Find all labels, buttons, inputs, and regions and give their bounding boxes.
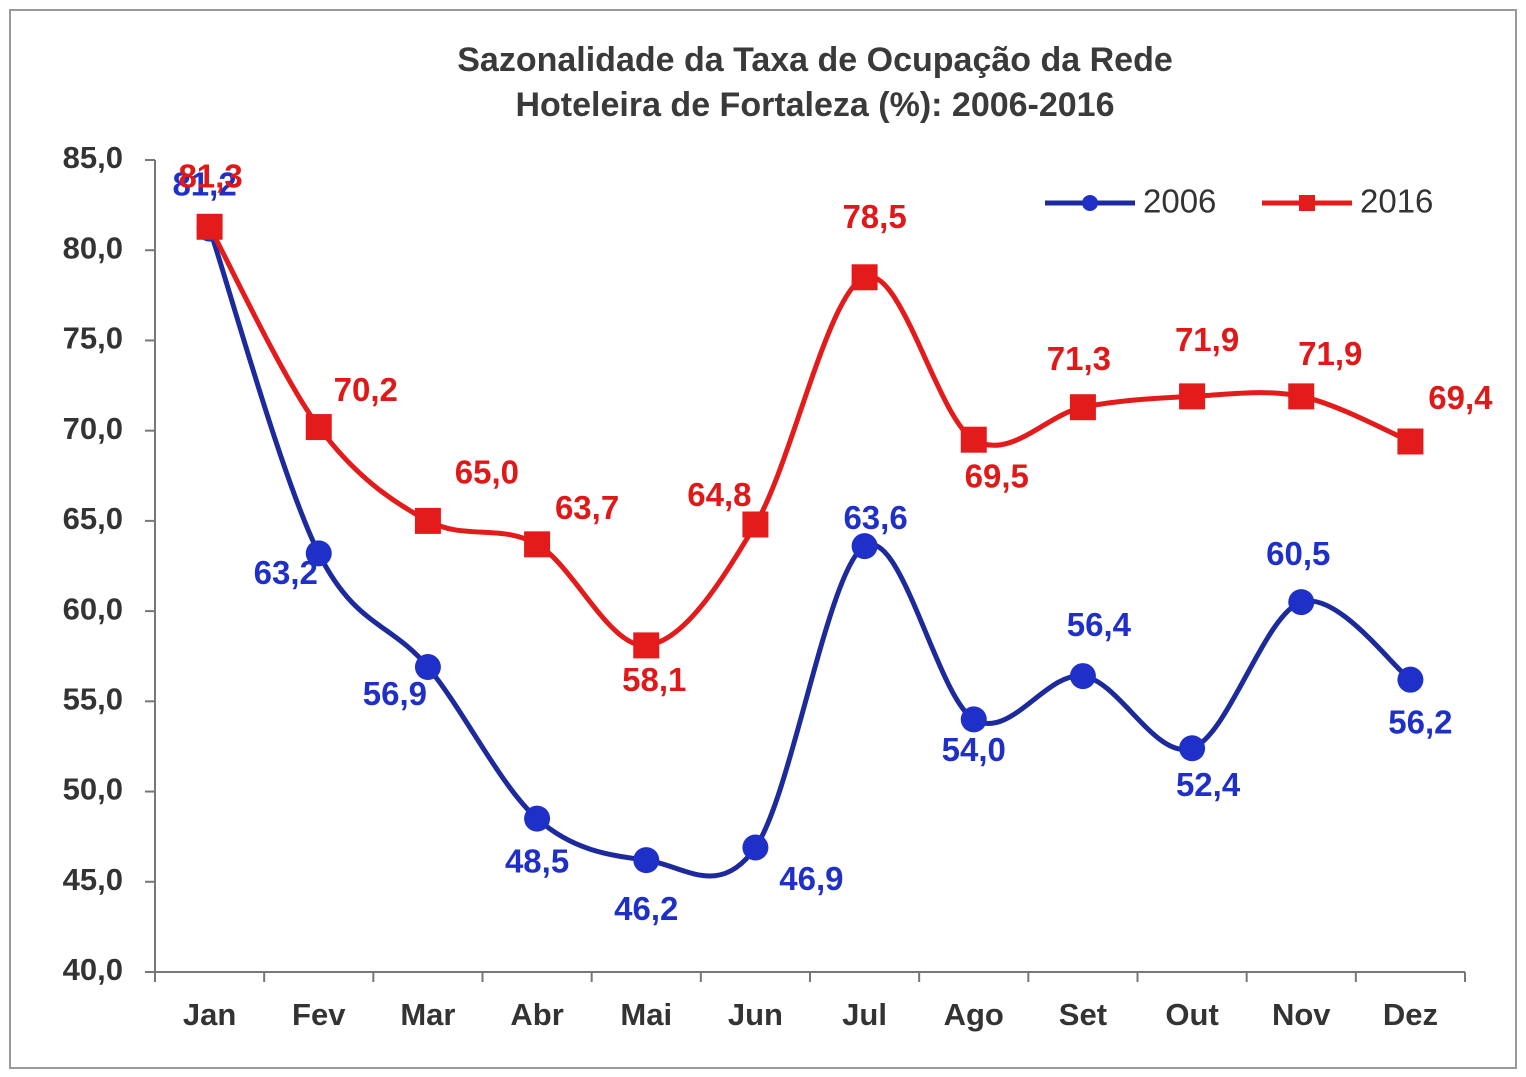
legend-label: 2016 xyxy=(1360,183,1433,220)
data-label: 54,0 xyxy=(942,731,1006,768)
marker xyxy=(1082,195,1098,211)
data-label: 63,2 xyxy=(254,554,318,591)
data-label: 69,4 xyxy=(1428,379,1493,416)
marker xyxy=(851,264,878,291)
data-label: 78,5 xyxy=(842,198,906,235)
data-label: 70,2 xyxy=(334,371,398,408)
x-tick-label: Abr xyxy=(510,997,563,1032)
marker xyxy=(960,706,987,733)
x-tick-label: Jan xyxy=(183,997,236,1032)
x-tick-label: Fev xyxy=(292,997,346,1032)
legend-label: 2006 xyxy=(1143,183,1216,220)
data-label: 64,8 xyxy=(687,476,751,513)
data-label: 63,7 xyxy=(555,489,619,526)
marker xyxy=(196,213,223,240)
marker xyxy=(1179,735,1206,762)
data-label: 46,2 xyxy=(614,890,678,927)
data-label: 52,4 xyxy=(1176,766,1241,803)
x-tick-label: Jun xyxy=(728,997,783,1032)
marker xyxy=(633,847,660,874)
x-tick-label: Dez xyxy=(1383,997,1438,1032)
chart-title: Hoteleira de Fortaleza (%): 2006-2016 xyxy=(515,86,1114,124)
marker xyxy=(1179,383,1206,410)
x-tick-label: Set xyxy=(1059,997,1107,1032)
marker xyxy=(742,834,769,861)
data-label: 56,4 xyxy=(1067,606,1132,643)
x-tick-label: Mar xyxy=(400,997,455,1032)
y-tick-label: 75,0 xyxy=(63,321,123,356)
marker xyxy=(305,540,332,567)
data-label: 46,9 xyxy=(779,860,843,897)
data-label: 58,1 xyxy=(622,661,686,698)
data-label: 60,5 xyxy=(1266,535,1330,572)
marker xyxy=(1069,394,1096,421)
marker xyxy=(414,654,441,681)
data-label: 81,3 xyxy=(178,157,242,194)
data-label: 56,2 xyxy=(1388,703,1452,740)
marker xyxy=(1288,589,1315,616)
marker xyxy=(633,632,660,659)
y-tick-label: 50,0 xyxy=(63,772,123,807)
x-tick-label: Jul xyxy=(842,997,887,1032)
frame xyxy=(9,9,1517,1069)
marker xyxy=(851,533,878,560)
y-tick-label: 70,0 xyxy=(63,411,123,446)
y-tick-label: 40,0 xyxy=(63,952,123,987)
data-label: 65,0 xyxy=(455,454,519,491)
marker xyxy=(742,511,769,538)
y-tick-label: 85,0 xyxy=(63,140,123,175)
data-label: 69,5 xyxy=(965,457,1029,494)
marker xyxy=(414,507,441,534)
y-tick-label: 80,0 xyxy=(63,230,123,265)
y-tick-label: 55,0 xyxy=(63,682,123,717)
marker xyxy=(960,426,987,453)
marker xyxy=(524,805,551,832)
x-tick-label: Ago xyxy=(944,997,1004,1032)
chart-title: Sazonalidade da Taxa de Ocupação da Rede xyxy=(457,41,1173,79)
y-tick-label: 45,0 xyxy=(63,862,123,897)
y-tick-label: 60,0 xyxy=(63,591,123,626)
x-tick-label: Nov xyxy=(1272,997,1331,1032)
marker xyxy=(1069,663,1096,690)
x-tick-label: Mai xyxy=(620,997,672,1032)
x-tick-label: Out xyxy=(1165,997,1218,1032)
marker xyxy=(1397,666,1424,693)
marker xyxy=(1288,383,1315,410)
data-label: 71,9 xyxy=(1298,335,1362,372)
data-label: 71,3 xyxy=(1047,340,1111,377)
marker xyxy=(524,531,551,558)
data-label: 81,2 xyxy=(172,165,236,202)
data-label: 63,6 xyxy=(843,499,907,536)
data-label: 71,9 xyxy=(1175,321,1239,358)
data-label: 56,9 xyxy=(363,675,427,712)
marker xyxy=(305,414,332,441)
y-tick-label: 65,0 xyxy=(63,501,123,536)
marker xyxy=(1397,428,1424,455)
marker xyxy=(1299,195,1315,211)
data-label: 48,5 xyxy=(505,842,569,879)
